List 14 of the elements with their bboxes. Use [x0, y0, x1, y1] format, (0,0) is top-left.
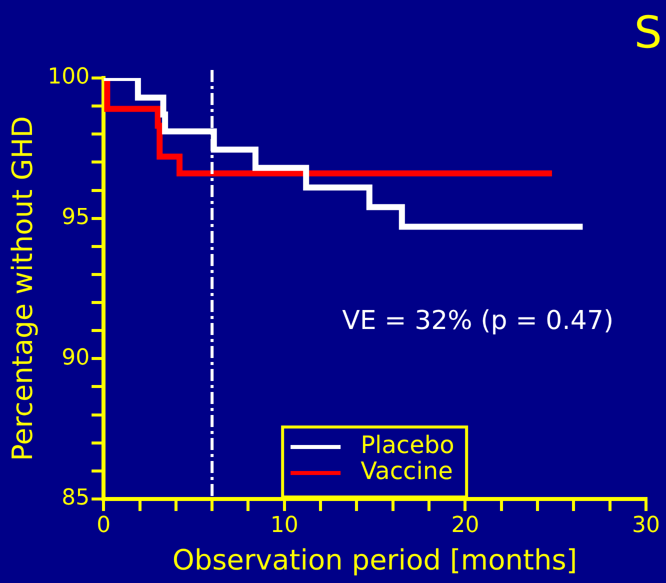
y-tick-label: 85	[62, 486, 90, 511]
annotation: VE = 32% (p = 0.47)	[342, 306, 614, 336]
legend-label: Placebo	[360, 431, 454, 460]
y-axis-title: Percentage without GHD	[6, 116, 40, 461]
x-tick-label: 10	[270, 512, 298, 538]
x-axis-title: Observation period [months]	[172, 543, 578, 576]
chart-title: S	[634, 7, 662, 58]
x-tick-label: 0	[96, 512, 111, 538]
legend-label: Vaccine	[360, 457, 453, 486]
x-tick-label: 20	[451, 512, 480, 538]
y-tick-label: 90	[62, 345, 90, 370]
y-tick-label: 95	[62, 205, 90, 230]
x-tick-label: 30	[632, 512, 660, 538]
y-tick-label: 100	[48, 64, 90, 90]
